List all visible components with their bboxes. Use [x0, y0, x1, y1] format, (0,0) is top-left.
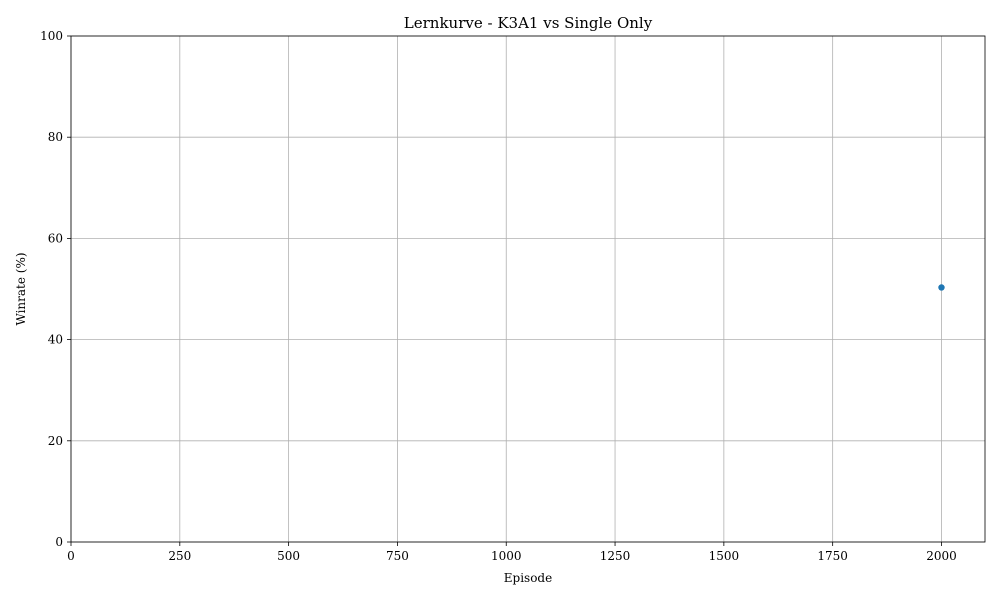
chart-title: Lernkurve - K3A1 vs Single Only: [404, 14, 653, 32]
plot-frame: [70, 35, 986, 543]
y-tick-label: 60: [48, 231, 63, 245]
points-layer: [938, 284, 945, 291]
x-tick-label: 0: [67, 549, 75, 563]
grid-layer: [70, 35, 985, 543]
y-tick-label: 20: [48, 434, 63, 448]
y-tick-label: 80: [48, 130, 63, 144]
x-tick-label: 250: [168, 549, 191, 563]
data-point: [938, 284, 945, 291]
x-axis-label: Episode: [504, 571, 552, 585]
plot-area: 0 250 500 750 1000 1250 1500 1750 2000 0 20 40 60 80 1…: [40, 29, 986, 563]
x-tick-label: 2000: [926, 549, 957, 563]
x-tick-label: 1500: [709, 549, 740, 563]
x-tick-label: 1250: [600, 549, 631, 563]
y-tick-label: 40: [48, 333, 63, 347]
x-tick-label: 1000: [491, 549, 522, 563]
y-tick-label: 0: [55, 535, 63, 549]
y-axis-label: Winrate (%): [14, 252, 28, 325]
x-tick-label: 500: [277, 549, 300, 563]
x-tick-label: 1750: [817, 549, 848, 563]
x-tick-label: 750: [386, 549, 409, 563]
y-tick-label: 100: [40, 29, 63, 43]
tick-layer: 0 250 500 750 1000 1250 1500 1750 2000 0 20 40 60 80 1…: [40, 29, 957, 563]
